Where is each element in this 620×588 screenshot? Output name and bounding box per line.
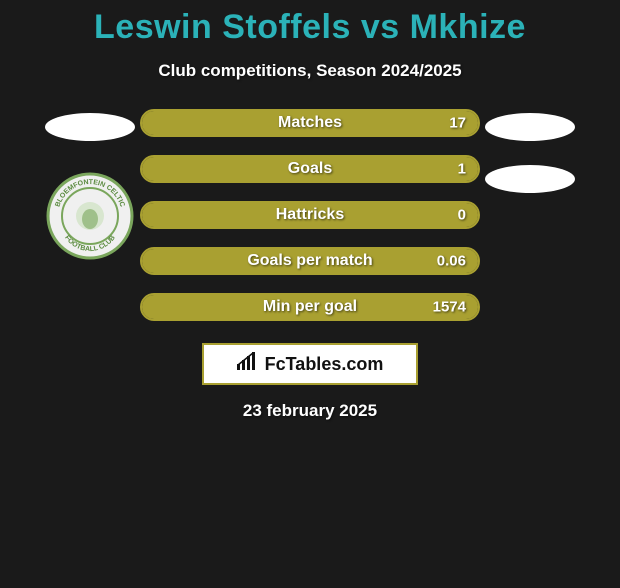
stat-bar: Hattricks 0 (140, 201, 480, 229)
source-badge[interactable]: FcTables.com (202, 343, 418, 385)
club-badge-left: BLOEMFONTEIN CELTIC FOOTBALL CLUB (45, 171, 135, 266)
stat-bar-label: Goals per match (247, 252, 372, 270)
stat-bar-label: Min per goal (263, 298, 357, 316)
stat-bar: Goals per match 0.06 (140, 247, 480, 275)
stat-bar-label: Matches (278, 114, 342, 132)
stat-bar-value: 17 (449, 115, 466, 132)
stat-bar-label: Goals (288, 160, 332, 178)
stat-bar-label: Hattricks (276, 206, 344, 224)
page-title: Leswin Stoffels vs Mkhize (0, 8, 620, 47)
player-photo-placeholder-right-2 (485, 165, 575, 193)
player-photo-placeholder-left (45, 113, 135, 141)
stat-bar: Goals 1 (140, 155, 480, 183)
stat-bar: Matches 17 (140, 109, 480, 137)
stat-bar: Min per goal 1574 (140, 293, 480, 321)
stat-bar-value: 0 (458, 207, 466, 224)
source-badge-text: FcTables.com (265, 354, 384, 375)
snapshot-date: 23 february 2025 (0, 401, 620, 421)
comparison-panel: BLOEMFONTEIN CELTIC FOOTBALL CLUB Matche… (0, 109, 620, 321)
stat-bar-value: 1 (458, 161, 466, 178)
right-player-column (480, 109, 580, 193)
subtitle: Club competitions, Season 2024/2025 (0, 61, 620, 81)
stat-bars: Matches 17 Goals 1 Hattricks 0 Goals per match… (140, 109, 480, 321)
left-player-column: BLOEMFONTEIN CELTIC FOOTBALL CLUB (40, 109, 140, 266)
bar-chart-icon (237, 352, 259, 376)
stat-bar-value: 0.06 (437, 253, 466, 270)
stat-bar-value: 1574 (433, 299, 466, 316)
player-photo-placeholder-right-1 (485, 113, 575, 141)
